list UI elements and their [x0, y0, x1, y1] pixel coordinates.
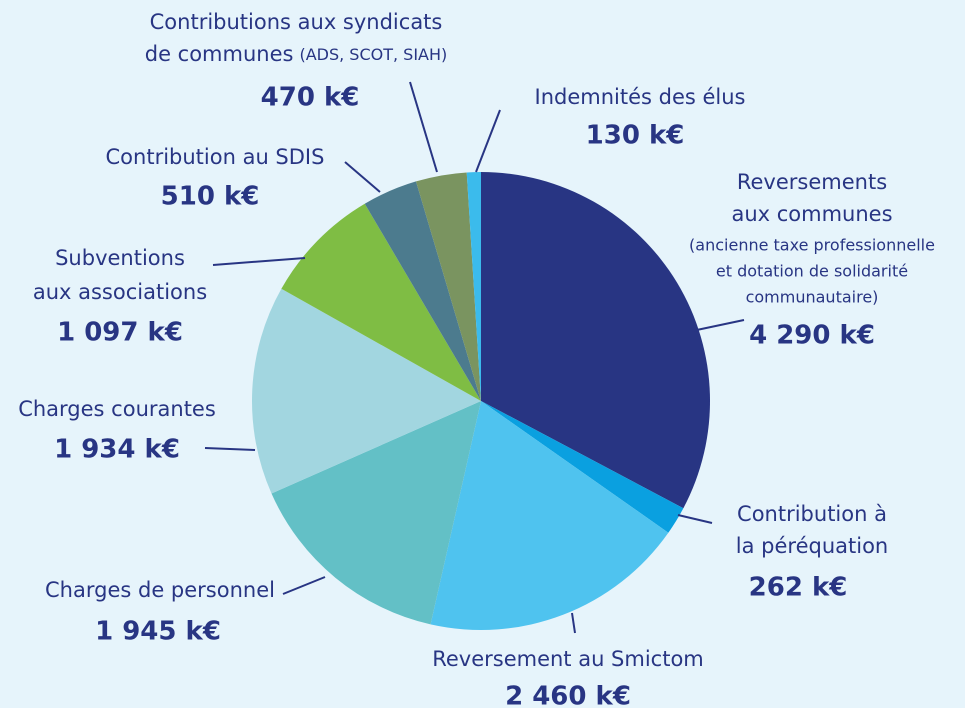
leader-line	[677, 514, 713, 524]
value-label: 470 k€	[261, 83, 360, 113]
slice-label: Contributions aux syndicats	[150, 10, 443, 34]
slice-label: Contribution au SDIS	[106, 145, 325, 169]
slice-label: de communes (ADS, SCOT, SIAH)	[145, 42, 448, 66]
slice-label: Charges de personnel	[45, 578, 275, 602]
pie-slice	[364, 181, 481, 401]
pie-slice	[481, 172, 710, 509]
slice-label: Subventions	[55, 246, 185, 270]
slice-note: communautaire)	[746, 288, 879, 307]
slice-label: Charges courantes	[18, 397, 216, 421]
leader-line	[212, 257, 306, 266]
value-label: 262 k€	[749, 573, 848, 603]
pie-slice	[466, 172, 481, 401]
slice-label: aux communes	[731, 202, 892, 226]
slice-label: Reversements	[737, 170, 887, 194]
leader-line	[475, 109, 501, 173]
slice-note: (ancienne taxe professionnelle	[689, 236, 935, 255]
leader-line	[691, 319, 745, 332]
pie-slice	[281, 203, 481, 401]
pie-slice	[271, 401, 481, 625]
leader-line	[204, 447, 256, 451]
value-label: 4 290 k€	[749, 321, 875, 351]
slice-note: (ADS, SCOT, SIAH)	[299, 45, 447, 64]
value-label: 1 945 k€	[95, 617, 221, 647]
leader-line	[282, 576, 326, 595]
value-label: 1 934 k€	[54, 435, 180, 465]
slice-label-line: de communes	[145, 42, 294, 66]
value-label: 510 k€	[161, 182, 260, 212]
slice-label: la péréquation	[736, 534, 888, 558]
slice-label: Indemnités des élus	[535, 85, 746, 109]
slice-note: et dotation de solidarité	[716, 262, 908, 281]
pie-slice	[415, 172, 481, 401]
slice-label: Contribution à	[737, 502, 887, 526]
value-label: 2 460 k€	[505, 682, 631, 708]
value-label: 130 k€	[586, 121, 685, 151]
slice-label: aux associations	[33, 280, 207, 304]
leader-line	[571, 612, 576, 634]
leader-line	[344, 161, 381, 193]
pie-slice	[430, 401, 669, 630]
slice-label: Reversement au Smictom	[432, 647, 704, 671]
leader-line	[409, 81, 438, 173]
pie-slice	[481, 401, 684, 533]
pie-slice	[252, 288, 481, 494]
value-label: 1 097 k€	[57, 318, 183, 348]
